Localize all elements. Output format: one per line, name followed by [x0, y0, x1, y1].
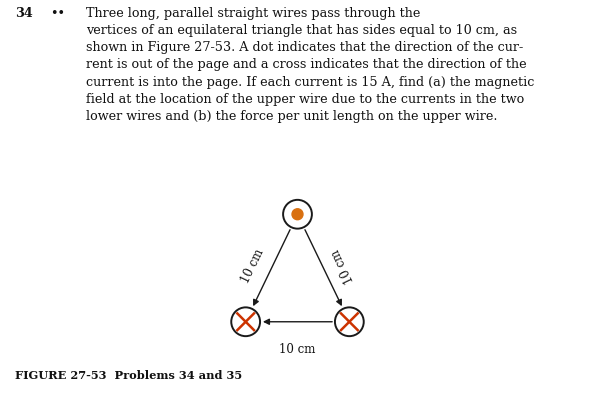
Text: FIGURE 27-53  Problems 34 and 35: FIGURE 27-53 Problems 34 and 35 — [15, 370, 242, 381]
Text: 10 cm: 10 cm — [239, 247, 266, 285]
Circle shape — [292, 209, 303, 220]
Text: 10 cm: 10 cm — [279, 343, 316, 356]
Text: 34: 34 — [15, 7, 33, 20]
Text: ••: •• — [51, 7, 65, 20]
Text: 10 cm: 10 cm — [329, 247, 356, 285]
Circle shape — [283, 200, 312, 229]
Circle shape — [335, 307, 364, 336]
Circle shape — [231, 307, 260, 336]
Text: Three long, parallel straight wires pass through the
vertices of an equilateral : Three long, parallel straight wires pass… — [86, 7, 535, 123]
